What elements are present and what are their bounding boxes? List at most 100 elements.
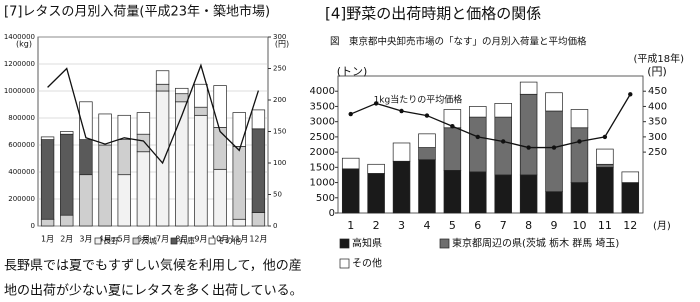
legend-label: 高知県 — [352, 237, 382, 250]
bar — [60, 131, 74, 135]
x-axis-label: (月) — [653, 220, 671, 232]
bar — [98, 144, 112, 227]
bar — [194, 83, 208, 108]
legend-label: その他 — [352, 257, 382, 270]
y-tick-label: 800000 — [8, 114, 35, 122]
legend-label: 長野 — [103, 237, 119, 246]
x-tick-label: 1 — [347, 219, 354, 232]
bar — [392, 160, 411, 214]
bar — [155, 83, 170, 92]
y-tick-label: 0 — [31, 222, 35, 230]
x-tick-label: 3月 — [79, 235, 92, 244]
y2-axis-label: (円) — [647, 65, 667, 78]
bar — [232, 112, 246, 147]
y-tick-label: 1400000 — [4, 33, 35, 41]
x-tick-label: 5 — [449, 219, 456, 232]
bar — [570, 127, 589, 183]
y-tick-label: 4000 — [310, 86, 335, 97]
bar — [60, 214, 74, 227]
chart-title: [4]野菜の出荷時期と価格の関係 — [325, 5, 541, 23]
bar — [596, 166, 614, 214]
bar — [213, 168, 227, 227]
x-tick-label: 4 — [423, 219, 430, 232]
x-tick-label: 2 — [373, 219, 380, 232]
legend-swatch — [94, 237, 102, 245]
legend-swatch — [339, 238, 350, 249]
bar — [40, 136, 55, 140]
bar — [194, 114, 208, 227]
legend-label: その他 — [217, 236, 241, 246]
bar — [232, 146, 246, 220]
x-tick-label: 12 — [623, 219, 637, 232]
bar — [79, 101, 93, 140]
x-tick-label: 12月 — [249, 235, 267, 244]
bar — [175, 93, 189, 103]
bar — [596, 148, 614, 165]
bar — [136, 151, 151, 227]
chart-subtitle: (平成18年) — [633, 52, 684, 65]
bar — [175, 101, 189, 227]
bar — [443, 127, 462, 171]
bar — [570, 109, 589, 129]
bar — [443, 170, 462, 214]
bar — [213, 127, 227, 170]
bar — [519, 81, 538, 95]
y-tick-label: 3500 — [310, 101, 335, 112]
y2-tick-label: 200 — [273, 96, 286, 104]
bar — [60, 133, 74, 216]
y-tick-label: 2500 — [310, 132, 335, 143]
bar — [40, 139, 55, 220]
bar — [117, 139, 131, 176]
bar — [79, 139, 93, 176]
bar — [596, 163, 614, 168]
y2-tick-label: 450 — [648, 86, 667, 97]
x-tick-label: 4月 — [99, 235, 112, 244]
note-line: 地の出荷が少ない夏にレタスを多く出荷している。 — [4, 283, 303, 299]
x-tick-label: 10月 — [211, 235, 229, 244]
legend-swatch — [339, 258, 350, 269]
y-tick-label: 0 — [329, 208, 335, 219]
y2-tick-label: 350 — [648, 117, 667, 128]
y2-tick-label: 300 — [273, 33, 286, 41]
bar — [251, 212, 266, 227]
bar — [175, 87, 189, 95]
bar — [194, 106, 208, 116]
bar — [418, 147, 436, 161]
y-axis-label: (kg) — [16, 40, 32, 49]
y-tick-label: 2000 — [310, 147, 335, 158]
legend-label: 兵庫 — [179, 236, 195, 246]
bar — [98, 113, 112, 146]
x-tick-label: 9月 — [194, 235, 207, 244]
line — [47, 63, 260, 165]
y2-tick-label: 0 — [273, 222, 277, 230]
bar — [545, 110, 563, 193]
y2-tick-label: 400 — [648, 101, 667, 112]
bar — [519, 93, 538, 176]
y-tick-label: 1200000 — [4, 60, 35, 68]
y2-tick-label: 250 — [273, 65, 286, 73]
bar — [136, 112, 151, 135]
x-tick-label: 7 — [500, 219, 507, 232]
bar — [251, 109, 266, 130]
bar — [418, 133, 436, 148]
y2-tick-label: 300 — [648, 132, 667, 143]
y2-tick-label: 150 — [273, 128, 286, 136]
y-tick-label: 200000 — [8, 195, 35, 203]
bar — [136, 133, 151, 153]
y2-tick-label: 250 — [648, 147, 667, 158]
x-tick-label: 3 — [398, 219, 405, 232]
bar — [494, 174, 512, 214]
x-tick-label: 2月 — [60, 235, 73, 244]
bar — [621, 182, 640, 214]
x-tick-label: 8月 — [175, 235, 188, 244]
y-tick-label: 500 — [316, 193, 335, 204]
bar — [570, 182, 589, 214]
x-tick-label: 10 — [572, 219, 586, 232]
legend-swatch — [170, 237, 178, 245]
x-tick-label: 5月 — [118, 235, 131, 244]
legend-label: 東京都周辺の県(茨城 栃木 群馬 埼玉) — [452, 237, 619, 250]
bar — [392, 142, 411, 162]
x-tick-label: 11月 — [230, 235, 248, 244]
y-tick-label: 1500 — [310, 162, 335, 173]
